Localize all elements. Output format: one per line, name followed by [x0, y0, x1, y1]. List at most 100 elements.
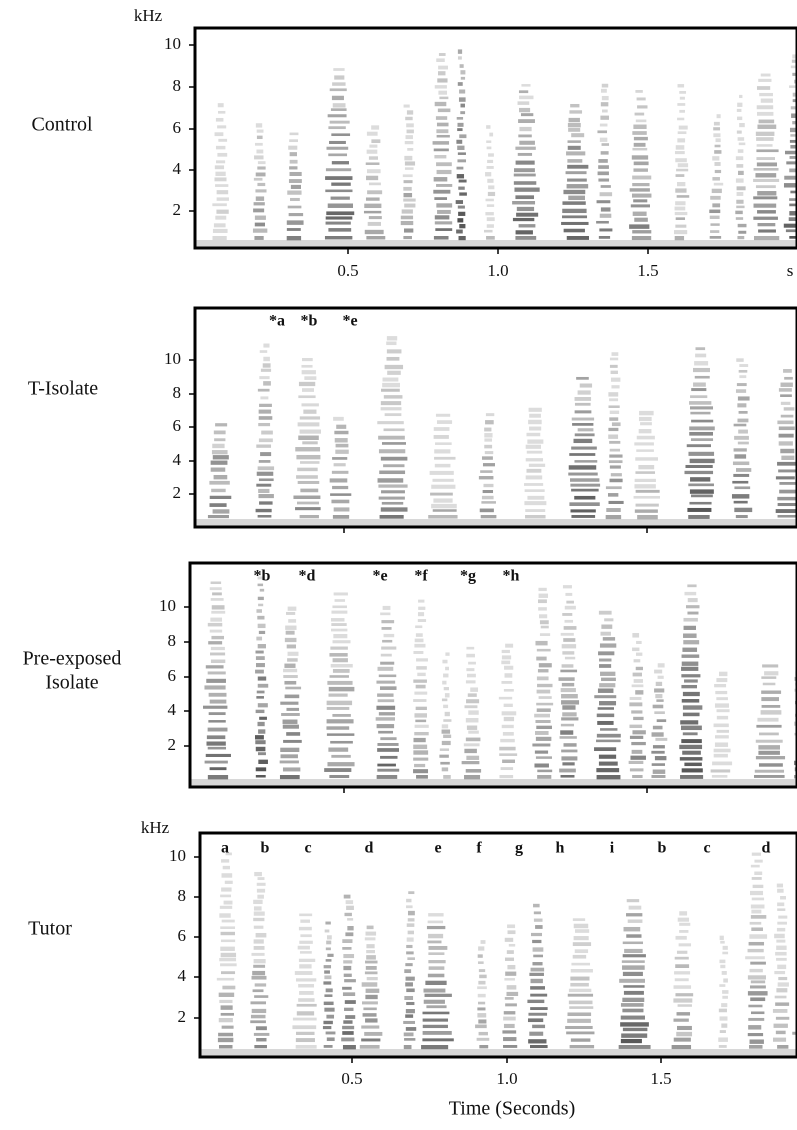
spectral-band	[485, 172, 491, 176]
spectral-band	[254, 202, 265, 205]
spectral-band	[478, 981, 485, 985]
spectral-band	[684, 592, 696, 595]
spectral-band	[254, 1033, 270, 1036]
spectral-band	[461, 77, 465, 80]
spectral-band	[295, 507, 321, 510]
spectral-band	[505, 1003, 517, 1006]
x-tick-label: 1.0	[487, 261, 508, 280]
spectral-band	[737, 109, 742, 112]
spectral-band	[599, 683, 615, 687]
spectral-band	[571, 963, 590, 966]
spectral-band	[567, 159, 582, 163]
spectral-band	[217, 197, 229, 200]
spectral-band	[773, 1009, 788, 1013]
spectral-band	[630, 188, 650, 191]
spectral-band	[335, 599, 346, 602]
spectral-band	[776, 509, 797, 513]
spectral-band	[568, 146, 581, 150]
spectral-band	[261, 431, 273, 435]
spectral-band	[333, 640, 351, 643]
spectral-band	[526, 475, 543, 479]
spectral-band	[445, 667, 449, 671]
spectral-band	[334, 463, 346, 466]
spectral-band	[343, 966, 351, 970]
spectral-band	[634, 679, 643, 683]
spectral-band	[428, 934, 443, 938]
spectral-band	[381, 401, 401, 405]
spectral-band	[378, 667, 394, 671]
spectral-band	[211, 636, 224, 639]
spectral-band	[289, 213, 303, 216]
spectral-band	[568, 123, 581, 127]
spectral-band	[565, 593, 572, 596]
spectral-band	[537, 690, 551, 694]
panel-frame	[200, 833, 797, 1057]
spectral-band	[736, 515, 748, 518]
spectral-band	[287, 645, 296, 649]
spectral-band	[599, 611, 612, 615]
syllable-label: *e	[372, 568, 387, 585]
spectral-band	[366, 966, 377, 970]
spectral-band	[366, 950, 375, 953]
spectral-band	[221, 971, 235, 974]
spectral-band	[486, 166, 493, 169]
spectral-band	[524, 483, 543, 486]
spectral-band	[572, 423, 593, 426]
spectral-band	[733, 462, 749, 466]
spectral-band	[566, 151, 585, 155]
spectral-band	[748, 991, 768, 995]
spectral-band	[562, 683, 574, 687]
spectral-band	[212, 236, 226, 240]
spectral-band	[679, 91, 686, 94]
spectral-band	[602, 143, 609, 146]
spectral-band	[757, 86, 770, 90]
spectral-band	[505, 938, 513, 942]
spectral-band	[777, 1045, 788, 1049]
spectral-band	[738, 137, 745, 141]
spectral-band	[602, 84, 608, 88]
spectral-band	[519, 141, 535, 145]
spectrogram	[190, 576, 797, 787]
spectral-band	[369, 145, 377, 148]
spectral-band	[599, 228, 612, 231]
spectral-band	[696, 347, 706, 350]
spectral-band	[777, 497, 797, 500]
spectral-band	[776, 940, 785, 943]
spectral-band	[653, 769, 666, 773]
spectral-band	[343, 1045, 356, 1049]
spectral-band	[331, 618, 345, 621]
spectral-band	[561, 775, 575, 778]
spectral-band	[529, 973, 544, 976]
spectral-band	[485, 420, 494, 424]
x-tick-label: 1.5	[650, 1069, 671, 1088]
spectral-band	[629, 702, 642, 706]
spectral-band	[690, 406, 713, 409]
spectral-band	[560, 736, 577, 739]
spectral-band	[428, 960, 445, 963]
spectral-band	[216, 210, 228, 214]
spectral-band	[538, 607, 547, 610]
spectral-band	[331, 629, 347, 632]
spectral-band	[682, 654, 700, 657]
spectral-band	[376, 681, 395, 684]
spectral-band	[414, 692, 427, 695]
spectral-band	[327, 707, 350, 710]
spectral-band	[777, 965, 786, 969]
spectral-band	[302, 388, 314, 392]
spectral-band	[610, 365, 618, 368]
spectral-band	[423, 1019, 448, 1022]
spectral-band	[529, 408, 542, 412]
spectral-band	[378, 699, 395, 702]
spectral-band	[632, 633, 639, 637]
spectral-band	[212, 605, 225, 609]
syllable-label: b	[658, 840, 667, 857]
spectral-band	[687, 612, 698, 615]
spectral-band	[251, 976, 266, 980]
spectral-band	[405, 963, 412, 966]
spectral-band	[751, 980, 765, 983]
spectral-band	[326, 1015, 334, 1019]
spectral-band	[712, 189, 722, 193]
spectral-band	[362, 1001, 378, 1004]
spectral-band	[258, 494, 273, 498]
spectral-band	[486, 125, 490, 129]
